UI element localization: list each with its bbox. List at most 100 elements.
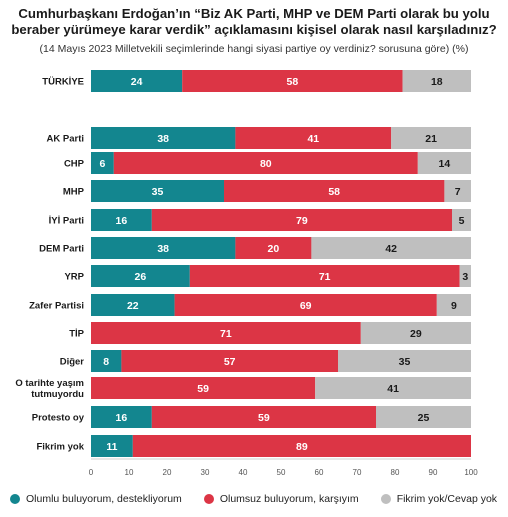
legend-label-neutral: Fikrim yok/Cevap yok [396, 493, 498, 505]
bar-segment-di-er-positive [91, 350, 122, 372]
data-label-protesto-oy-negative: 59 [258, 412, 270, 424]
data-label-ak-parti-negative: 41 [307, 133, 319, 145]
data-label-di-er-positive: 8 [103, 356, 109, 368]
bar-segment-chp-neutral [417, 152, 471, 174]
bar-segment-di-er-neutral [338, 350, 471, 372]
data-label-dem-parti-negative: 20 [268, 243, 280, 255]
bar-segment-t-rki-ye-negative [182, 70, 403, 92]
data-label-i-yi-parti-negative: 79 [296, 215, 308, 227]
bar-segment-di-er-negative [121, 350, 339, 372]
category-label-o-tarihte-ya-m-tutmuyordu: O tarihte yaşım tutmuyordu [15, 378, 84, 400]
bar-segment-fikrim-yok-negative [132, 435, 472, 457]
chart-subtitle: (14 Mayıs 2023 Milletvekili seçimlerinde… [39, 43, 469, 55]
bar-segment-mhp-positive [91, 180, 224, 202]
category-label-zafer-partisi: Zafer Partisi [29, 301, 84, 312]
data-label-chp-neutral: 14 [439, 158, 451, 170]
data-label-mhp-neutral: 7 [455, 186, 461, 198]
x-tick-label-80: 80 [391, 468, 400, 477]
x-tick-label-20: 20 [163, 468, 172, 477]
legend-label-negative: Olumsuz buluyorum, karşıyım [219, 493, 359, 505]
bar-segment-zafer-partisi-positive [91, 294, 175, 316]
legend: Olumlu buluyorum, destekliyorum Olumsuz … [10, 493, 508, 505]
data-label-ak-parti-positive: 38 [157, 133, 169, 145]
legend-swatch-negative [203, 494, 214, 504]
data-label-dem-parti-positive: 38 [157, 243, 169, 255]
bar-segment-protesto-oy-negative [151, 406, 376, 428]
bar-segment-o-tarihte-ya-m-tutmuyordu-negative [91, 377, 316, 399]
data-label-di-er-negative: 57 [224, 356, 236, 368]
chart-title: Cumhurbaşkanı Erdoğan’ın “Biz AK Parti, … [0, 6, 508, 38]
bar-segment-i-yi-parti-positive [91, 209, 152, 231]
bar-segment-protesto-oy-positive [91, 406, 152, 428]
data-label-fikrim-yok-positive: 11 [106, 441, 117, 453]
data-label-ti-p-negative: 71 [220, 328, 232, 340]
data-label-o-tarihte-ya-m-tutmuyordu-negative: 59 [197, 383, 209, 395]
bar-segment-chp-negative [113, 152, 418, 174]
bar-segment-dem-parti-negative [235, 237, 312, 259]
bar-segment-dem-parti-neutral [311, 237, 471, 259]
data-label-yrp-negative: 71 [319, 271, 331, 283]
x-tick-label-70: 70 [353, 468, 362, 477]
data-label-mhp-negative: 58 [328, 186, 340, 198]
data-label-t-rki-ye-positive: 24 [131, 76, 143, 88]
legend-label-positive: Olumlu buluyorum, destekliyorum [26, 493, 182, 505]
bar-segment-mhp-neutral [444, 180, 471, 202]
bar-segment-ak-parti-positive [91, 127, 236, 149]
x-tick-label-40: 40 [239, 468, 248, 477]
data-label-t-rki-ye-neutral: 18 [431, 76, 443, 88]
chart-title-line-2: beraber yürümeye karar verdik” açıklamas… [11, 22, 497, 37]
category-label-di-er: Diğer [60, 357, 85, 368]
data-label-yrp-neutral: 3 [462, 271, 468, 283]
data-label-chp-negative: 80 [260, 158, 272, 170]
data-label-ti-p-neutral: 29 [410, 328, 422, 340]
legend-swatch-neutral [380, 494, 391, 504]
bar-segment-zafer-partisi-neutral [436, 294, 471, 316]
chart-title-line-1: Cumhurbaşkanı Erdoğan’ın “Biz AK Parti, … [18, 6, 490, 21]
data-label-mhp-positive: 35 [152, 186, 164, 198]
category-label-yrp: YRP [64, 272, 84, 283]
category-label-ak-parti: AK Parti [47, 134, 84, 145]
bar-segment-yrp-positive [91, 265, 190, 287]
data-label-di-er-neutral: 35 [399, 356, 411, 368]
x-tick-label-60: 60 [315, 468, 324, 477]
data-label-dem-parti-neutral: 42 [385, 243, 397, 255]
category-label-i-yi-parti: İYİ Parti [49, 216, 84, 227]
data-label-yrp-positive: 26 [135, 271, 147, 283]
data-label-i-yi-parti-positive: 16 [116, 215, 128, 227]
x-tick-label-100: 100 [464, 468, 478, 477]
bar-segment-fikrim-yok-positive [91, 435, 133, 457]
bar-segment-ti-p-negative [91, 322, 361, 344]
data-label-zafer-partisi-neutral: 9 [451, 300, 457, 312]
x-tick-label-90: 90 [429, 468, 438, 477]
category-label-ti-p: TİP [69, 329, 84, 340]
bar-segment-t-rki-ye-neutral [402, 70, 471, 92]
bar-segment-dem-parti-positive [91, 237, 236, 259]
legend-item-positive: Olumlu buluyorum, destekliyorum [10, 493, 182, 505]
bar-segment-t-rki-ye-positive [91, 70, 183, 92]
data-label-i-yi-parti-neutral: 5 [459, 215, 465, 227]
category-label-t-rki-ye: TÜRKİYE [42, 77, 84, 88]
bar-segment-o-tarihte-ya-m-tutmuyordu-neutral [315, 377, 471, 399]
bar-segment-ak-parti-negative [235, 127, 392, 149]
bar-segment-ak-parti-neutral [391, 127, 471, 149]
data-label-chp-positive: 6 [99, 158, 105, 170]
data-label-fikrim-yok-negative: 89 [296, 441, 308, 453]
data-label-zafer-partisi-negative: 69 [300, 300, 312, 312]
bar-segment-yrp-negative [189, 265, 460, 287]
data-label-protesto-oy-positive: 16 [116, 412, 128, 424]
bar-segment-zafer-partisi-negative [174, 294, 437, 316]
bar-segment-mhp-negative [224, 180, 445, 202]
category-label-mhp: MHP [63, 187, 85, 198]
legend-swatch-positive [10, 494, 20, 504]
bar-segment-i-yi-parti-neutral [452, 209, 471, 231]
x-tick-label-10: 10 [125, 468, 134, 477]
bar-segment-yrp-neutral [459, 265, 471, 287]
x-tick-label-50: 50 [277, 468, 286, 477]
data-label-ak-parti-neutral: 21 [425, 133, 437, 145]
data-label-o-tarihte-ya-m-tutmuyordu-neutral: 41 [387, 383, 399, 395]
bar-segment-protesto-oy-neutral [376, 406, 471, 428]
category-label-fikrim-yok: Fikrim yok [36, 442, 84, 453]
legend-item-negative: Olumsuz buluyorum, karşıyım [203, 493, 359, 505]
category-label-chp: CHP [64, 159, 85, 170]
